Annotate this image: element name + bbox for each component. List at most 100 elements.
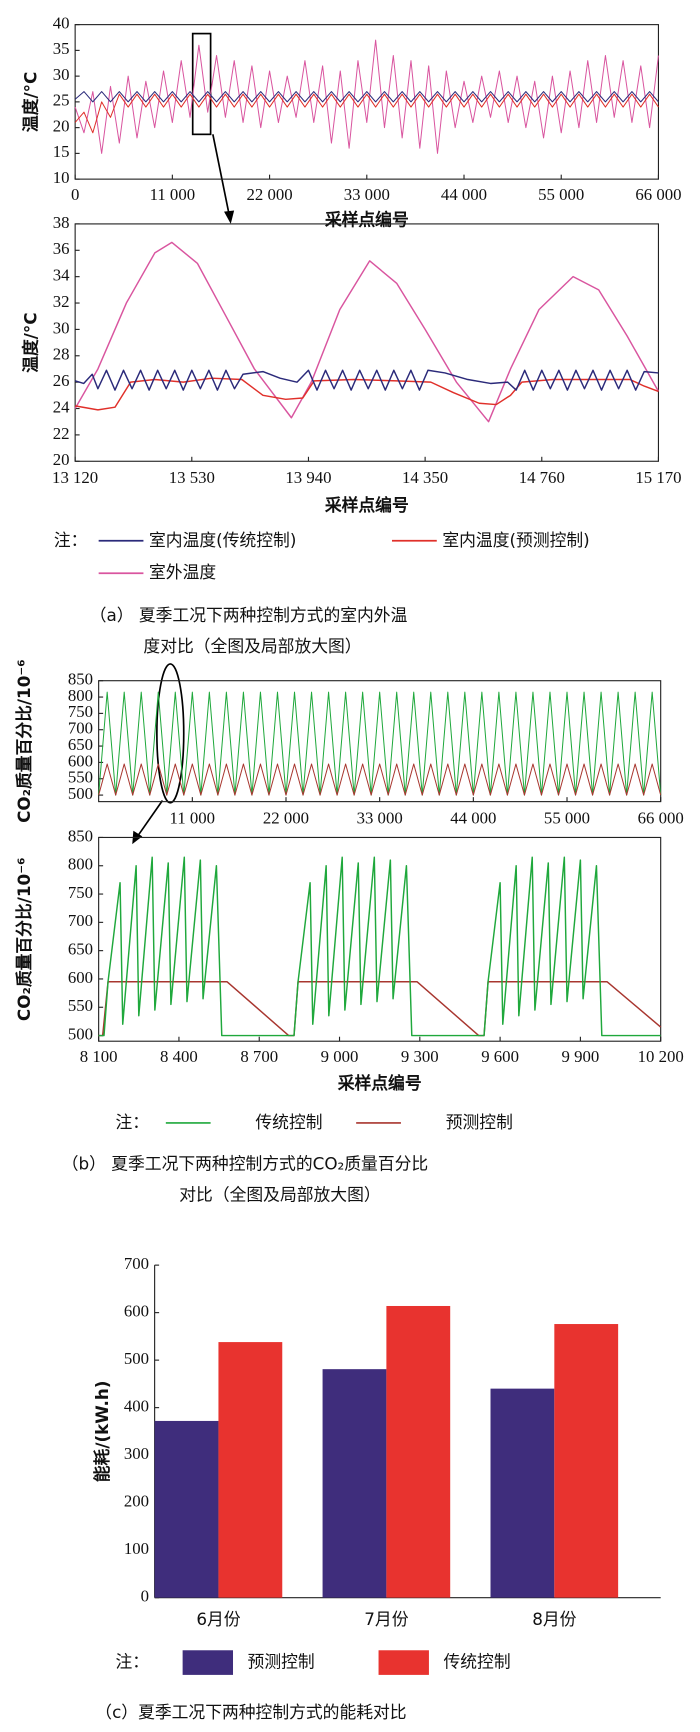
x-tick-label: 8月份 [532,1609,576,1629]
series-line [74,369,659,391]
y-tick-label: 32 [53,292,70,311]
series-line [75,377,659,411]
y-axis-label: CO₂质量百分比/10⁻⁶ [14,659,34,823]
legend-label: 预测控制 [446,1112,513,1132]
legend-title: 注： [54,530,88,550]
x-tick-label: 7月份 [364,1609,408,1629]
x-tick-label: 9 300 [401,1047,439,1066]
y-tick-label: 30 [53,318,70,337]
caption: 度对比（全图及局部放大图） [143,636,361,656]
y-tick-label: 800 [68,686,93,705]
y-tick-label: 500 [68,784,93,803]
legend-label: 传统控制 [255,1112,322,1132]
y-tick-label: 700 [68,719,93,738]
x-tick-label: 9 000 [321,1047,359,1066]
x-tick-label: 9 900 [562,1047,600,1066]
x-tick-label: 6月份 [196,1609,240,1629]
series-line [98,691,662,796]
y-tick-label: 600 [68,968,93,987]
y-tick-label: 20 [53,116,70,135]
y-tick-label: 550 [68,768,93,787]
y-tick-label: 34 [53,266,70,285]
zoom-arrow [136,800,164,838]
x-tick-label: 0 [71,185,79,204]
x-axis-label: 采样点编号 [337,1073,422,1093]
y-tick-label: 0 [141,1587,149,1606]
y-tick-label: 700 [124,1254,149,1273]
y-tick-label: 750 [68,702,93,721]
x-tick-label: 22 000 [263,808,309,827]
y-axis-label: 温度/°C [20,72,40,132]
y-tick-label: 650 [68,940,93,959]
y-tick-label: 30 [53,65,70,84]
x-tick-label: 13 120 [52,468,98,487]
y-tick-label: 750 [68,883,93,902]
y-tick-label: 35 [53,39,70,58]
series-line [98,981,662,1037]
legend-title: 注： [115,1112,149,1132]
y-tick-label: 36 [53,239,70,258]
legend-swatch [182,1650,234,1675]
bar [218,1342,283,1598]
series-line [74,93,659,134]
y-tick-label: 200 [124,1492,149,1511]
x-tick-label: 11 000 [170,808,216,827]
series-line [98,856,661,1037]
x-tick-label: 33 000 [344,185,390,204]
y-tick-label: 650 [68,735,93,754]
series-line [98,763,662,796]
plot-frame [98,836,662,1042]
zoom-arrow [212,134,231,218]
x-tick-label: 13 530 [169,468,215,487]
legend-label: 传统控制 [443,1652,510,1672]
x-tick-label: 15 170 [635,468,681,487]
x-tick-label: 10 200 [638,1047,684,1066]
series-line [74,241,660,423]
y-tick-label: 20 [53,450,70,469]
caption: （c）夏季工况下两种控制方式的能耗对比 [95,1702,406,1722]
y-tick-label: 26 [53,371,70,390]
y-tick-label: 10 [53,168,70,187]
series-line [74,91,659,103]
y-tick-label: 850 [68,670,93,689]
x-tick-label: 8 100 [80,1047,118,1066]
zoom-box [191,32,212,136]
bar [322,1369,387,1598]
y-tick-label: 100 [124,1539,149,1558]
legend-label: 室外温度 [149,562,216,582]
x-axis-label: 采样点编号 [324,495,409,515]
x-tick-label: 55 000 [538,185,584,204]
x-tick-label: 8 400 [160,1047,198,1066]
y-tick-label: 38 [53,213,70,232]
y-tick-label: 28 [53,345,70,364]
x-tick-label: 55 000 [544,808,590,827]
legend-label: 室内温度(预测控制) [442,530,589,550]
caption: （a） 夏季工况下两种控制方式的室内外温 [90,605,408,625]
bar [554,1324,619,1598]
y-tick-label: 24 [53,397,70,416]
y-tick-label: 400 [124,1396,149,1415]
x-tick-label: 8 700 [240,1047,278,1066]
y-tick-label: 40 [53,13,70,32]
plot-frame [74,223,660,462]
y-tick-label: 500 [68,1024,93,1043]
x-tick-label: 14 760 [519,468,565,487]
x-tick-label: 33 000 [357,808,403,827]
zoom-ellipse [156,663,185,804]
x-tick-label: 66 000 [635,185,681,204]
x-axis-label: 采样点编号 [324,210,409,230]
y-tick-label: 800 [68,855,93,874]
caption: 对比（全图及局部放大图） [179,1185,380,1205]
y-tick-label: 550 [68,996,93,1015]
y-tick-label: 600 [124,1301,149,1320]
x-tick-label: 11 000 [150,185,196,204]
series-line [74,39,659,154]
y-tick-label: 15 [53,142,70,161]
arrow-head [224,210,235,224]
legend-title: 注： [115,1652,149,1672]
y-tick-label: 600 [68,751,93,770]
legend-label: 预测控制 [248,1652,315,1672]
legend-swatch [378,1650,429,1675]
